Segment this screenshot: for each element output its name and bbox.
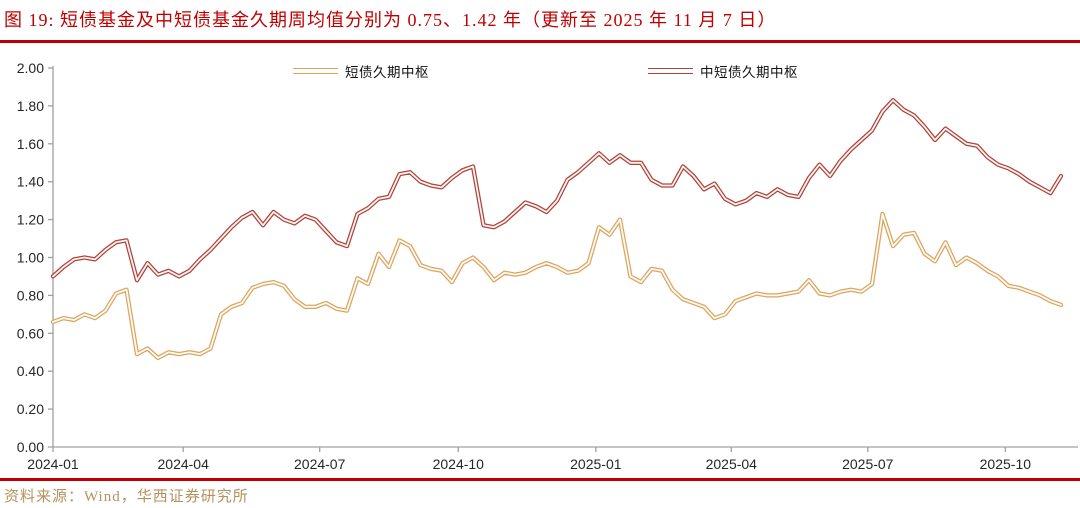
svg-text:2.00: 2.00 — [17, 60, 44, 76]
legend-line-mid-short-bond-icon — [648, 68, 693, 74]
svg-text:1.00: 1.00 — [17, 250, 44, 266]
svg-text:2025-01: 2025-01 — [570, 456, 622, 472]
figure-title: 图 19: 短债基金及中短债基金久期周均值分别为 0.75、1.42 年（更新至… — [4, 10, 777, 30]
source-note: 资料来源：Wind，华西证券研究所 — [4, 489, 249, 505]
svg-text:2024-04: 2024-04 — [158, 456, 210, 472]
svg-text:2025-10: 2025-10 — [980, 456, 1032, 472]
legend-line-short-bond-icon — [293, 68, 338, 74]
svg-text:0.60: 0.60 — [17, 325, 44, 341]
svg-text:1.40: 1.40 — [17, 174, 44, 190]
legend-item-mid-short-bond: 中短债久期中枢 — [648, 63, 798, 80]
svg-text:1.60: 1.60 — [17, 136, 44, 152]
legend-label-short-bond: 短债久期中枢 — [345, 65, 429, 80]
svg-text:2024-10: 2024-10 — [433, 456, 485, 472]
svg-text:2025-07: 2025-07 — [842, 456, 894, 472]
axis-tick-labels: 0.00 0.20 0.40 0.60 0.80 1.00 1.20 1.40 1.60 1.80… — [17, 60, 1031, 472]
svg-text:1.20: 1.20 — [17, 212, 44, 228]
svg-text:2024-07: 2024-07 — [294, 456, 346, 472]
svg-text:0.80: 0.80 — [17, 287, 44, 303]
series-line-mid-short-bond — [50, 98, 1064, 283]
duration-line-chart: 0.00 0.20 0.40 0.60 0.80 1.00 1.20 1.40 1.60 1.80… — [17, 60, 1078, 472]
svg-text:0.00: 0.00 — [17, 439, 44, 455]
legend-item-short-bond: 短债久期中枢 — [293, 63, 429, 80]
series-line-short-bond — [50, 211, 1064, 361]
footer-divider-rule — [0, 478, 1080, 481]
axes — [48, 66, 1078, 452]
svg-text:0.20: 0.20 — [17, 401, 44, 417]
svg-text:0.40: 0.40 — [17, 363, 44, 379]
title-divider-rule — [0, 40, 1080, 43]
legend-label-mid-short-bond: 中短债久期中枢 — [700, 65, 798, 80]
svg-text:1.80: 1.80 — [17, 98, 44, 114]
svg-text:2024-01: 2024-01 — [27, 456, 79, 472]
svg-text:2025-04: 2025-04 — [706, 456, 758, 472]
